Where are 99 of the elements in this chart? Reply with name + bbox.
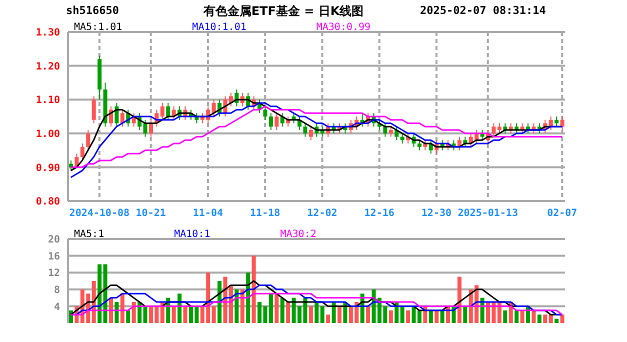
y-tick-label: 4 bbox=[54, 302, 60, 313]
candlestick bbox=[80, 143, 84, 161]
y-tick-label: 20 bbox=[48, 234, 60, 246]
candlestick bbox=[388, 126, 393, 138]
bar bbox=[514, 310, 519, 323]
y-tick-label: 1.10 bbox=[36, 95, 60, 106]
bar bbox=[434, 310, 439, 323]
y-tick-label: 1.20 bbox=[36, 61, 60, 72]
text: MA30:2 bbox=[280, 229, 316, 240]
candlestick bbox=[560, 116, 564, 131]
text: 2025-02-07 08:31:14 bbox=[420, 4, 546, 17]
candlestick bbox=[286, 116, 290, 128]
x-tick-label: 02-07 bbox=[547, 208, 578, 220]
text: MA5:1.01 bbox=[74, 22, 122, 33]
text: MA5:1 bbox=[74, 229, 104, 240]
bar bbox=[520, 310, 524, 323]
bar bbox=[172, 306, 176, 323]
bar bbox=[314, 302, 319, 323]
bar bbox=[366, 306, 370, 323]
bar bbox=[252, 256, 256, 323]
bar bbox=[308, 306, 313, 323]
bar bbox=[537, 314, 542, 323]
bar bbox=[406, 310, 410, 323]
bar bbox=[212, 306, 216, 323]
text: MA10:1 bbox=[174, 229, 210, 240]
bar bbox=[320, 306, 324, 323]
bar bbox=[218, 281, 222, 323]
candlestick bbox=[92, 96, 96, 124]
candlestick bbox=[86, 130, 90, 151]
x-tick-label: 2024-10-08 bbox=[69, 208, 130, 220]
bar bbox=[400, 306, 404, 323]
bar bbox=[103, 264, 108, 323]
bar bbox=[326, 314, 330, 323]
bar bbox=[428, 310, 433, 323]
x-tick-label: 12-02 bbox=[307, 208, 338, 220]
bar bbox=[108, 298, 113, 323]
bar bbox=[98, 264, 102, 323]
candlestick bbox=[268, 112, 273, 131]
candlestick bbox=[274, 112, 279, 131]
candlestick bbox=[108, 106, 113, 128]
y-tick-label: 0.90 bbox=[36, 162, 60, 174]
bar bbox=[240, 289, 244, 323]
bar bbox=[178, 294, 182, 323]
candlestick bbox=[212, 99, 216, 117]
line-series bbox=[70, 292, 563, 316]
candlestick bbox=[160, 102, 164, 120]
bar bbox=[280, 298, 284, 323]
bar bbox=[120, 294, 124, 323]
candlestick bbox=[308, 126, 313, 141]
bar bbox=[183, 306, 188, 323]
bar bbox=[132, 302, 136, 323]
bar bbox=[560, 314, 564, 323]
bar bbox=[274, 294, 279, 323]
candlestick bbox=[554, 116, 559, 128]
bar bbox=[440, 310, 444, 323]
candlestick bbox=[143, 119, 148, 138]
y-tick-label: 16 bbox=[48, 251, 60, 262]
candlestick bbox=[148, 119, 153, 138]
bar bbox=[126, 310, 130, 323]
candlestick bbox=[120, 109, 124, 128]
y-tick-label: 8 bbox=[54, 284, 60, 296]
x-tick-label: 10-21 bbox=[136, 208, 166, 220]
bar bbox=[463, 306, 468, 323]
candlestick bbox=[303, 122, 308, 138]
y-tick-label: 1.00 bbox=[36, 128, 60, 140]
candlestick bbox=[463, 136, 468, 148]
text: sh516650 bbox=[66, 4, 119, 17]
candlestick bbox=[166, 102, 170, 120]
text: MA10:1.01 bbox=[192, 22, 246, 33]
bar bbox=[503, 310, 508, 323]
x-tick-label: 2025-01-13 bbox=[458, 208, 518, 220]
bar bbox=[543, 314, 548, 323]
bar bbox=[337, 306, 342, 323]
bar bbox=[532, 310, 536, 323]
candlestick bbox=[394, 126, 399, 141]
candlestick bbox=[114, 102, 119, 128]
chart-title: 有色金属ETF基金 = 日K线图 bbox=[203, 4, 364, 18]
bar bbox=[548, 314, 553, 323]
bar bbox=[554, 318, 559, 323]
candlestick bbox=[497, 122, 502, 134]
bar bbox=[457, 276, 462, 323]
text: MA30:0.99 bbox=[316, 22, 371, 33]
bar bbox=[143, 306, 148, 323]
x-tick-label: 11-18 bbox=[250, 208, 280, 220]
y-tick-label: 12 bbox=[48, 268, 60, 280]
bar bbox=[286, 302, 290, 323]
candlestick bbox=[263, 106, 268, 120]
y-tick-label: 1.30 bbox=[36, 28, 60, 39]
candlestick bbox=[417, 140, 422, 151]
candlestick bbox=[383, 122, 388, 138]
candlestick bbox=[503, 122, 508, 134]
x-tick-label: 12-30 bbox=[421, 208, 452, 220]
candlestick bbox=[492, 122, 496, 138]
x-tick-label: 11-04 bbox=[192, 208, 224, 220]
bar bbox=[388, 310, 393, 323]
x-tick-label: 12-16 bbox=[364, 208, 394, 220]
bar bbox=[268, 294, 273, 323]
y-tick-label: 0.80 bbox=[36, 196, 60, 208]
bar bbox=[114, 302, 119, 323]
